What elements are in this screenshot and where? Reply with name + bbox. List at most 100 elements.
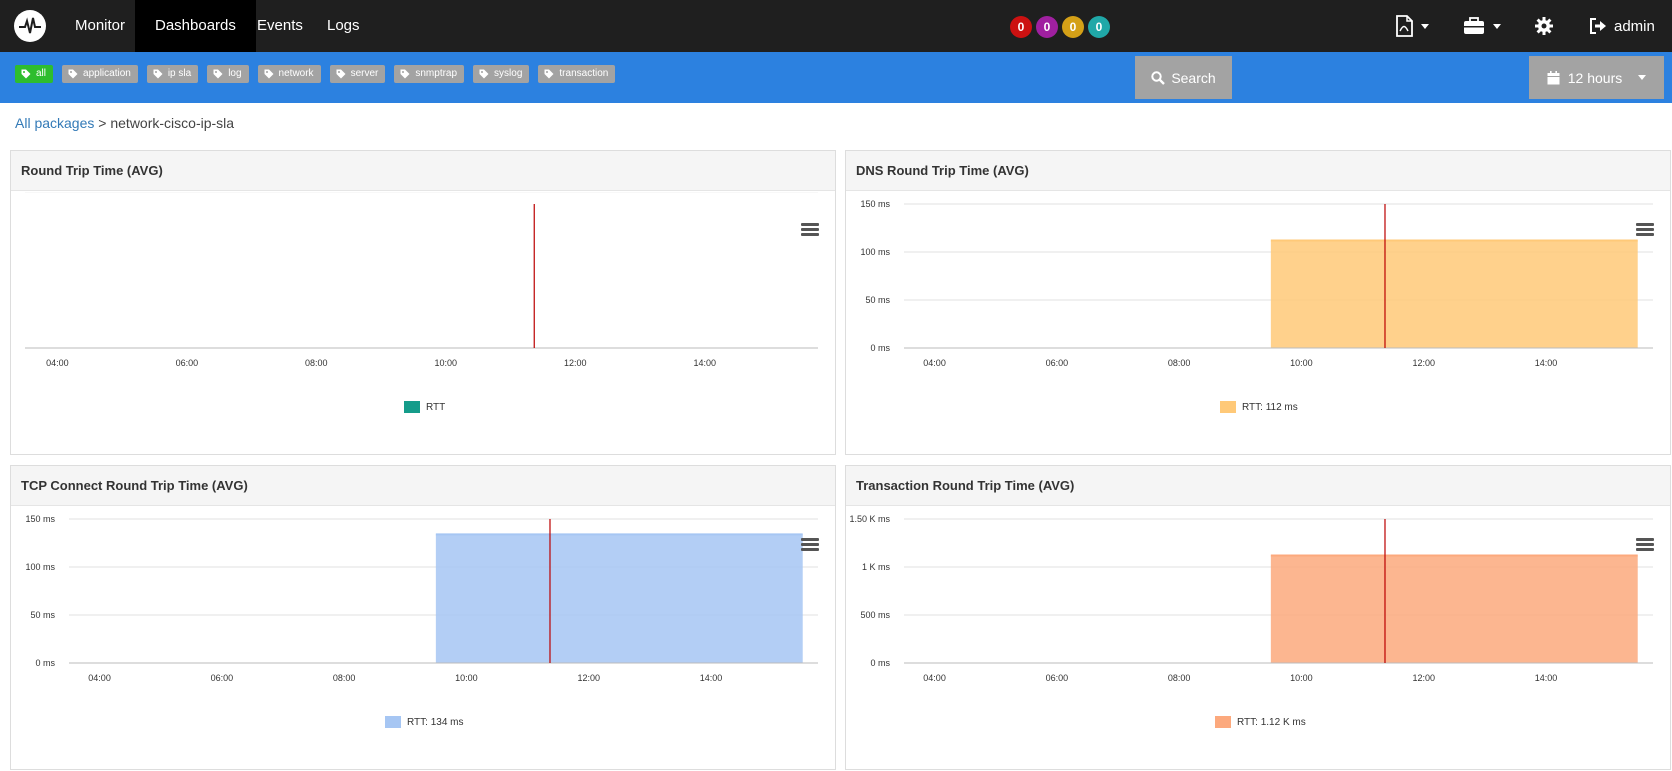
pulse-icon bbox=[19, 17, 41, 34]
legend-label: RTT: 134 ms bbox=[407, 716, 464, 728]
breadcrumb: All packages > network-cisco-ip-sla bbox=[15, 115, 234, 131]
tag-icon bbox=[400, 69, 410, 79]
y-tick-label: 500 ms bbox=[860, 610, 890, 620]
panel-title: Transaction Round Trip Time (AVG) bbox=[846, 466, 1670, 506]
chart-menu-icon[interactable] bbox=[801, 538, 819, 552]
chart-legend[interactable]: RTT: 1.12 K ms bbox=[1215, 716, 1306, 728]
tag-label: server bbox=[350, 68, 379, 79]
x-tick-label: 08:00 bbox=[333, 673, 356, 683]
nav-events[interactable]: Events bbox=[257, 17, 303, 34]
tag-syslog[interactable]: syslog bbox=[473, 65, 530, 83]
time-range-dropdown[interactable]: 12 hours bbox=[1529, 56, 1664, 99]
tag-all[interactable]: all bbox=[15, 65, 54, 83]
gear-icon bbox=[1535, 17, 1553, 35]
chevron-down-icon bbox=[1421, 23, 1429, 29]
tools-menu[interactable] bbox=[1463, 0, 1501, 52]
tag-server[interactable]: server bbox=[329, 65, 386, 83]
tag-list: all application ip sla log network server snmp… bbox=[15, 65, 616, 83]
panel-round-trip-time: Round Trip Time (AVG) 04:00 06:00 08:00 10:… bbox=[10, 150, 836, 455]
breadcrumb-all-packages[interactable]: All packages bbox=[15, 115, 95, 131]
x-tick-label: 08:00 bbox=[1168, 358, 1191, 368]
tag-icon bbox=[213, 69, 223, 79]
x-tick-label: 10:00 bbox=[435, 358, 458, 368]
chevron-down-icon bbox=[1638, 75, 1647, 80]
x-tick-label: 10:00 bbox=[455, 673, 478, 683]
legend-swatch bbox=[385, 716, 401, 728]
tag-application[interactable]: application bbox=[62, 65, 138, 83]
chart-legend[interactable]: RTT: 134 ms bbox=[385, 716, 464, 728]
rtt-chart: 04:00 06:00 08:00 10:00 12:00 14:00 bbox=[25, 192, 818, 368]
breadcrumb-current: network-cisco-ip-sla bbox=[110, 115, 235, 131]
y-tick-label: 100 ms bbox=[860, 247, 890, 257]
info-count-badge[interactable]: 0 bbox=[1088, 16, 1110, 38]
pdf-export-menu[interactable] bbox=[1395, 0, 1429, 52]
tag-icon bbox=[153, 69, 163, 79]
x-tick-label: 06:00 bbox=[211, 673, 234, 683]
critical-count-badge[interactable]: 0 bbox=[1010, 16, 1032, 38]
series-area bbox=[435, 534, 803, 663]
tag-ip-sla[interactable]: ip sla bbox=[146, 65, 199, 83]
x-tick-label: 14:00 bbox=[700, 673, 723, 683]
search-icon bbox=[1151, 70, 1166, 85]
x-tick-label: 06:00 bbox=[1046, 358, 1069, 368]
x-tick-label: 14:00 bbox=[1535, 358, 1558, 368]
tag-label: all bbox=[36, 68, 47, 79]
x-tick-label: 04:00 bbox=[46, 358, 69, 368]
legend-swatch bbox=[404, 401, 420, 413]
chevron-down-icon bbox=[1493, 23, 1501, 29]
panel-title: TCP Connect Round Trip Time (AVG) bbox=[11, 466, 835, 506]
series-area bbox=[1270, 555, 1638, 663]
x-tick-label: 06:00 bbox=[1046, 673, 1069, 683]
y-tick-label: 0 ms bbox=[35, 658, 55, 668]
y-tick-label: 100 ms bbox=[25, 562, 55, 572]
x-tick-label: 14:00 bbox=[1535, 673, 1558, 683]
y-tick-label: 150 ms bbox=[25, 514, 55, 524]
y-tick-label: 1 K ms bbox=[862, 562, 891, 572]
alert-badges: 0 0 0 0 bbox=[1010, 16, 1110, 38]
tag-label: ip sla bbox=[167, 68, 192, 79]
legend-swatch bbox=[1215, 716, 1231, 728]
panel-tcp-connect-round-trip-time: TCP Connect Round Trip Time (AVG) 0 ms 50… bbox=[10, 465, 836, 770]
legend-swatch bbox=[1220, 401, 1236, 413]
tag-transaction[interactable]: transaction bbox=[538, 65, 616, 83]
panel-title: Round Trip Time (AVG) bbox=[11, 151, 835, 191]
chart-menu-icon[interactable] bbox=[801, 223, 819, 237]
chart-menu-icon[interactable] bbox=[1636, 538, 1654, 552]
x-tick-label: 12:00 bbox=[1412, 673, 1435, 683]
filter-bar: all application ip sla log network server snmp… bbox=[0, 52, 1672, 103]
warning-count-badge[interactable]: 0 bbox=[1062, 16, 1084, 38]
major-count-badge[interactable]: 0 bbox=[1036, 16, 1058, 38]
tag-icon bbox=[68, 69, 78, 79]
nav-dashboards[interactable]: Dashboards bbox=[135, 0, 256, 52]
tag-icon bbox=[336, 69, 346, 79]
search-button[interactable]: Search bbox=[1135, 56, 1232, 99]
tcp-rtt-chart: 0 ms 50 ms 100 ms 150 ms 04:00 06:00 08:00 10:0… bbox=[25, 514, 818, 683]
y-tick-label: 50 ms bbox=[30, 610, 55, 620]
tag-icon bbox=[479, 69, 489, 79]
chart-menu-icon[interactable] bbox=[1636, 223, 1654, 237]
tag-label: snmptrap bbox=[415, 68, 458, 79]
x-tick-label: 04:00 bbox=[923, 358, 946, 368]
chart-legend[interactable]: RTT bbox=[404, 401, 445, 413]
search-button-label: Search bbox=[1171, 69, 1216, 86]
pdf-icon bbox=[1396, 15, 1413, 37]
tag-label: syslog bbox=[494, 68, 523, 79]
x-tick-label: 14:00 bbox=[693, 358, 716, 368]
nav-logs[interactable]: Logs bbox=[327, 17, 360, 34]
user-logout-button[interactable]: admin bbox=[1589, 0, 1655, 52]
series-area bbox=[1270, 240, 1638, 348]
chart-legend[interactable]: RTT: 112 ms bbox=[1220, 401, 1298, 413]
x-tick-label: 04:00 bbox=[88, 673, 111, 683]
tag-network[interactable]: network bbox=[257, 65, 321, 83]
app-logo[interactable] bbox=[14, 10, 46, 42]
tag-log[interactable]: log bbox=[207, 65, 249, 83]
transaction-rtt-chart: 0 ms 500 ms 1 K ms 1.50 K ms 04:00 06:00 08:00… bbox=[849, 514, 1653, 683]
tag-snmptrap[interactable]: snmptrap bbox=[394, 65, 465, 83]
nav-monitor[interactable]: Monitor bbox=[75, 17, 126, 34]
tag-label: log bbox=[228, 68, 242, 79]
x-tick-label: 08:00 bbox=[1168, 673, 1191, 683]
x-tick-label: 10:00 bbox=[1290, 358, 1313, 368]
sign-out-icon bbox=[1590, 18, 1606, 34]
tag-icon bbox=[264, 69, 274, 79]
settings-button[interactable] bbox=[1534, 0, 1554, 52]
